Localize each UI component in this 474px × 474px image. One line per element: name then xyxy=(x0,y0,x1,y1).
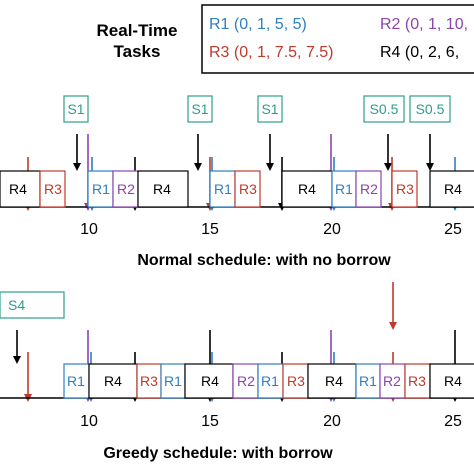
task-block: R2 xyxy=(112,170,139,208)
task-label: R3 xyxy=(44,181,62,197)
task-block: R2 xyxy=(355,170,382,208)
task-label: R1 xyxy=(261,373,279,389)
task-label: R1 xyxy=(359,373,377,389)
task-block: R4 xyxy=(137,170,189,208)
task-label: R4 xyxy=(444,373,462,389)
tick-label: 15 xyxy=(201,221,219,238)
task-label: R3 xyxy=(396,181,414,197)
task-block: R2 xyxy=(232,363,259,399)
task-label: R4 xyxy=(325,373,343,389)
normal-server-2: S1 xyxy=(187,95,213,123)
task-block: R1 xyxy=(160,363,186,399)
task-label: R4 xyxy=(104,373,122,389)
task-label: R4 xyxy=(201,373,219,389)
task-block: R3 xyxy=(391,170,418,208)
normal-server-label: S1 xyxy=(261,101,278,117)
task-label: R2 xyxy=(117,181,135,197)
normal-server-3: S1 xyxy=(257,95,283,123)
task-block: R4 xyxy=(281,170,333,208)
task-label: R1 xyxy=(164,373,182,389)
task-label: R2 xyxy=(360,181,378,197)
task-label: R3 xyxy=(140,373,158,389)
task-block: R3 xyxy=(136,363,162,399)
task-label: R1 xyxy=(67,373,85,389)
task-label: R1 xyxy=(214,181,232,197)
task-label: R3 xyxy=(287,373,305,389)
task-block: R3 xyxy=(404,363,431,399)
task-label: R3 xyxy=(408,373,426,389)
task-block: R3 xyxy=(282,363,309,399)
legend-title-line2: Tasks xyxy=(114,42,161,61)
task-block: R1 xyxy=(331,170,357,208)
legend-r1: R1 (0, 1, 5, 5) xyxy=(209,16,307,33)
task-label: R4 xyxy=(153,181,171,197)
greedy-blocks: R1 R4 R3 R1 R4 R2 R1 R3 R4 R1 R2 R3 R4 xyxy=(63,363,474,399)
task-label: R1 xyxy=(335,181,353,197)
task-block: R4 xyxy=(88,363,138,399)
tick-label: 20 xyxy=(323,413,341,430)
normal-caption: Normal schedule: with no borrow xyxy=(137,252,391,269)
task-block: R4 xyxy=(429,170,474,208)
normal-server-label: S1 xyxy=(191,101,208,117)
task-block: R2 xyxy=(379,363,406,399)
task-label: R4 xyxy=(9,181,27,197)
task-block: R4 xyxy=(307,363,357,399)
legend-box xyxy=(201,4,474,74)
normal-server-label: S1 xyxy=(67,101,84,117)
task-block: R4 xyxy=(0,170,41,208)
normal-schedule: S1 S1 S1 S0.5 S0.5 xyxy=(0,95,474,269)
task-label: R3 xyxy=(239,181,257,197)
task-block: R3 xyxy=(234,170,261,208)
normal-server-label: S0.5 xyxy=(370,101,399,117)
legend-r4: R4 (0, 2, 6, xyxy=(380,44,459,61)
tick-label: 25 xyxy=(444,221,462,238)
normal-blocks: R4 R3 R1 R2 R4 R1 R3 R4 R1 R2 R3 R4 xyxy=(0,170,474,208)
task-block: R1 xyxy=(355,363,381,399)
tick-label: 10 xyxy=(80,221,98,238)
normal-server-4: S0.5 xyxy=(363,95,405,123)
tick-label: 10 xyxy=(80,413,98,430)
greedy-server: S4 xyxy=(0,291,65,319)
task-block: R1 xyxy=(209,170,236,208)
task-block: R4 xyxy=(184,363,234,399)
task-block: R1 xyxy=(87,170,114,208)
greedy-schedule: S4 R1 R4 R3 R1 R4 R2 R1 R3 xyxy=(0,282,474,462)
legend: Real-Time Tasks R1 (0, 1, 5, 5) R2 (0, 1… xyxy=(97,4,474,74)
task-label: R2 xyxy=(237,373,255,389)
task-block: R4 xyxy=(429,363,474,399)
task-block: R1 xyxy=(257,363,284,399)
greedy-caption: Greedy schedule: with borrow xyxy=(103,445,333,462)
task-label: R4 xyxy=(298,181,316,197)
normal-server-1: S1 xyxy=(63,95,89,123)
legend-title-line1: Real-Time xyxy=(97,21,178,40)
tick-label: 15 xyxy=(201,413,219,430)
tick-label: 20 xyxy=(323,221,341,238)
task-block: R1 xyxy=(63,363,90,399)
task-label: R4 xyxy=(444,181,462,197)
legend-r3: R3 (0, 1, 7.5, 7.5) xyxy=(209,44,334,61)
normal-server-label: S0.5 xyxy=(416,101,445,117)
task-block: R3 xyxy=(39,170,66,208)
greedy-server-label: S4 xyxy=(8,297,25,313)
task-label: R2 xyxy=(383,373,401,389)
task-label: R1 xyxy=(92,181,110,197)
legend-r2: R2 (0, 1, 10, xyxy=(380,16,468,33)
tick-label: 25 xyxy=(444,413,462,430)
normal-server-5: S0.5 xyxy=(409,95,451,123)
